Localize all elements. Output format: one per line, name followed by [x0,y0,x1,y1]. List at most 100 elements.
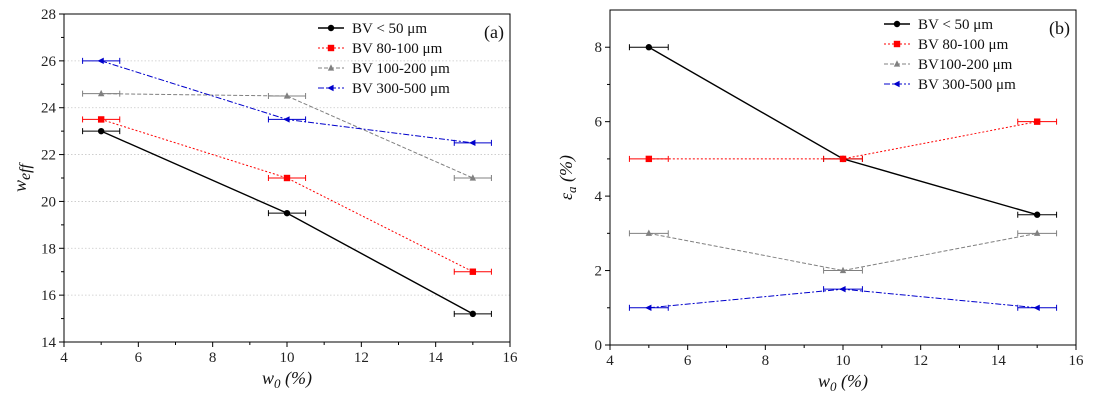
y-axis-title-subscript: a [564,186,579,193]
x-tick-label: 14 [428,350,444,366]
series-3 [82,57,492,147]
series-1 [82,116,492,275]
y-tick-label: 24 [41,101,57,117]
legend: BV < 50 μm BV 80-100 μm BV 100-200 μm BV 30… [318,21,450,97]
legend-label: BV 300-500 μm [918,77,1016,93]
data-point [1033,118,1041,125]
data-point [469,268,477,275]
legend-label: BV 80-100 μm [918,37,1009,53]
data-point [1033,304,1040,311]
y-axis-title-unit: (%) [556,155,577,186]
y-tick-label: 8 [595,40,603,56]
data-point [469,174,477,181]
y-tick-label: 6 [595,115,603,131]
y-tick-label: 14 [41,335,57,351]
x-axis-title-subscript: 0 [830,379,837,394]
legend-label: BV100-200 μm [918,57,1013,73]
x-tick-label: 12 [354,350,369,366]
x-tick-label: 16 [1069,353,1085,369]
data-point [469,139,476,147]
x-tick-label: 10 [280,350,295,366]
x-tick-label: 12 [913,353,928,369]
x-axis-title-main: w [818,371,830,391]
x-axis-title-unit: (%) [281,368,312,389]
legend-marker [327,44,335,52]
x-axis-title-subscript: 0 [274,376,281,391]
data-point [645,304,652,311]
data-point [645,155,653,163]
data-point [283,174,291,182]
data-point [839,266,847,274]
x-tick-label: 8 [762,353,770,369]
data-point [97,127,105,135]
data-point [469,310,477,318]
data-point [283,92,291,99]
legend-marker [893,60,901,67]
series-2 [82,89,492,181]
x-axis-title-main: w [262,368,274,388]
y-axis-title-main: ε [556,192,576,200]
y-axis-title: εa (%) [556,155,579,200]
y-tick-label: 18 [41,241,56,257]
legend-label: BV 80-100 μm [352,41,443,57]
legend-label: BV 100-200 μm [352,61,450,77]
y-tick-label: 4 [595,189,603,205]
legend-marker [893,80,900,88]
y-tick-label: 22 [41,148,56,164]
series-line [648,232,1038,272]
x-axis-title: w0 (%) [262,368,312,391]
panel-label: (a) [484,22,504,43]
y-tick-label: 28 [41,7,56,23]
y-tick-label: 0 [595,338,603,354]
legend-marker [893,40,901,48]
series-line [101,93,474,179]
x-tick-label: 16 [503,350,519,366]
series-3 [628,285,1058,311]
panel-label: (b) [1049,18,1070,39]
x-tick-label: 14 [991,353,1007,369]
series-line [100,130,474,315]
series-line [648,121,1038,160]
data-point [97,89,105,97]
data-point [645,229,653,236]
y-axis-title: weff [10,161,34,192]
data-point [645,44,653,51]
legend-label: BV < 50 μm [918,17,993,33]
x-tick-label: 4 [606,353,614,369]
y-axis-title-main: w [10,180,30,192]
series-1 [628,118,1058,163]
x-tick-label: 6 [684,353,692,369]
data-point [97,116,105,123]
y-tick-label: 26 [41,54,57,70]
data-point [839,285,846,293]
legend-label: BV < 50 μm [352,21,427,37]
x-tick-label: 6 [135,350,143,366]
y-tick-label: 20 [41,194,56,210]
data-point [839,155,847,163]
x-tick-label: 8 [209,350,217,366]
legend-label: BV 300-500 μm [352,81,450,97]
x-tick-label: 10 [836,353,851,369]
data-point [97,57,104,65]
legend-marker [327,84,334,92]
legend-marker [327,64,335,71]
series-0 [82,127,492,318]
series-line [101,118,474,273]
legend-marker [893,20,901,28]
data-point [1033,229,1041,236]
legend: BV < 50 μm BV 80-100 μm BV100-200 μm BV 300… [884,17,1016,93]
data-point [283,116,290,123]
data-point [1033,211,1041,218]
series-2 [628,229,1058,274]
x-tick-label: 4 [60,350,68,366]
legend-marker [327,24,335,32]
y-tick-label: 2 [595,264,603,280]
x-axis-title: w0 (%) [818,371,868,394]
series-line [648,288,1038,309]
y-axis-title-subscript: eff [17,161,34,180]
x-axis-title-unit: (%) [837,371,868,392]
data-point [283,209,291,217]
